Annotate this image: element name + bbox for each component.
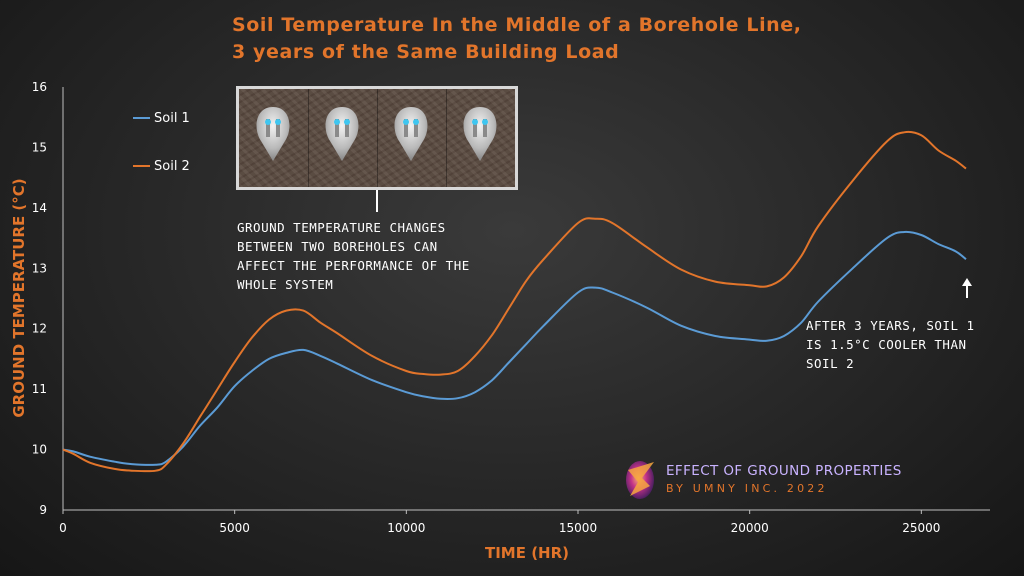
chart-title: Soil Temperature In the Middle of a Bore… [232, 12, 802, 66]
end-annotation-line-2: IS 1.5°C COOLER THAN [806, 337, 967, 352]
inset-annotation-line-1: GROUND TEMPERATURE CHANGES [237, 220, 446, 235]
legend-label-soil-2: Soil 2 [154, 159, 190, 174]
end-annotation-line-3: SOIL 2 [806, 356, 855, 371]
x-tick-label: 25000 [902, 521, 940, 535]
y-tick-label: 13 [32, 261, 47, 275]
y-tick-label: 10 [32, 443, 47, 457]
chart-axes [62, 87, 990, 511]
x-tick-label: 5000 [219, 521, 250, 535]
x-axis-label: TIME (HR) [485, 544, 569, 562]
x-tick-label: 15000 [559, 521, 597, 535]
brand-line-2: BY UMNY INC. 2022 [666, 482, 828, 495]
chart-series [62, 130, 967, 473]
inset-annotation-line-3: AFFECT THE PERFORMANCE OF THE [237, 258, 470, 273]
legend-label-soil-1: Soil 1 [154, 111, 190, 126]
chart-title-line-2: 3 years of the Same Building Load [232, 41, 620, 63]
borehole-thermal-inset [236, 86, 518, 190]
x-tick-label: 20000 [731, 521, 769, 535]
chart-legend: Soil 1 Soil 2 [133, 111, 190, 174]
borehole-cell-2 [308, 89, 378, 187]
y-tick-label: 9 [39, 503, 47, 517]
series-line-soil-2 [62, 130, 967, 473]
end-annotation-line-1: AFTER 3 YEARS, SOIL 1 [806, 318, 975, 333]
y-tick-label: 16 [32, 80, 47, 94]
x-tick-label: 10000 [387, 521, 425, 535]
y-tick-label: 14 [32, 201, 47, 215]
end-value-annotation: AFTER 3 YEARS, SOIL 1 IS 1.5°C COOLER TH… [806, 316, 975, 373]
brand-logo-icon [626, 461, 654, 499]
y-tick-label: 11 [32, 382, 47, 396]
series-line-soil-1 [62, 230, 967, 466]
x-tick-labels: 0 5000 10000 15000 20000 25000 [59, 510, 940, 535]
borehole-cell-3 [377, 89, 447, 187]
x-tick-label: 0 [59, 521, 67, 535]
chart-title-line-1: Soil Temperature In the Middle of a Bore… [232, 14, 802, 36]
y-axis-label: GROUND TEMPERATURE (°C) [10, 178, 28, 417]
brand-line-1: EFFECT OF GROUND PROPERTIES [666, 463, 902, 479]
borehole-cell-1 [239, 89, 309, 187]
inset-annotation: GROUND TEMPERATURE CHANGES BETWEEN TWO B… [237, 218, 470, 294]
y-tick-label: 12 [32, 322, 47, 336]
inset-annotation-line-2: BETWEEN TWO BOREHOLES CAN [237, 239, 438, 254]
y-tick-label: 15 [32, 140, 47, 154]
end-value-arrow [962, 278, 972, 298]
y-tick-labels: 9 10 11 12 13 14 15 16 [32, 80, 47, 517]
borehole-thermal-plumes [256, 107, 497, 161]
inset-annotation-line-4: WHOLE SYSTEM [237, 277, 334, 292]
